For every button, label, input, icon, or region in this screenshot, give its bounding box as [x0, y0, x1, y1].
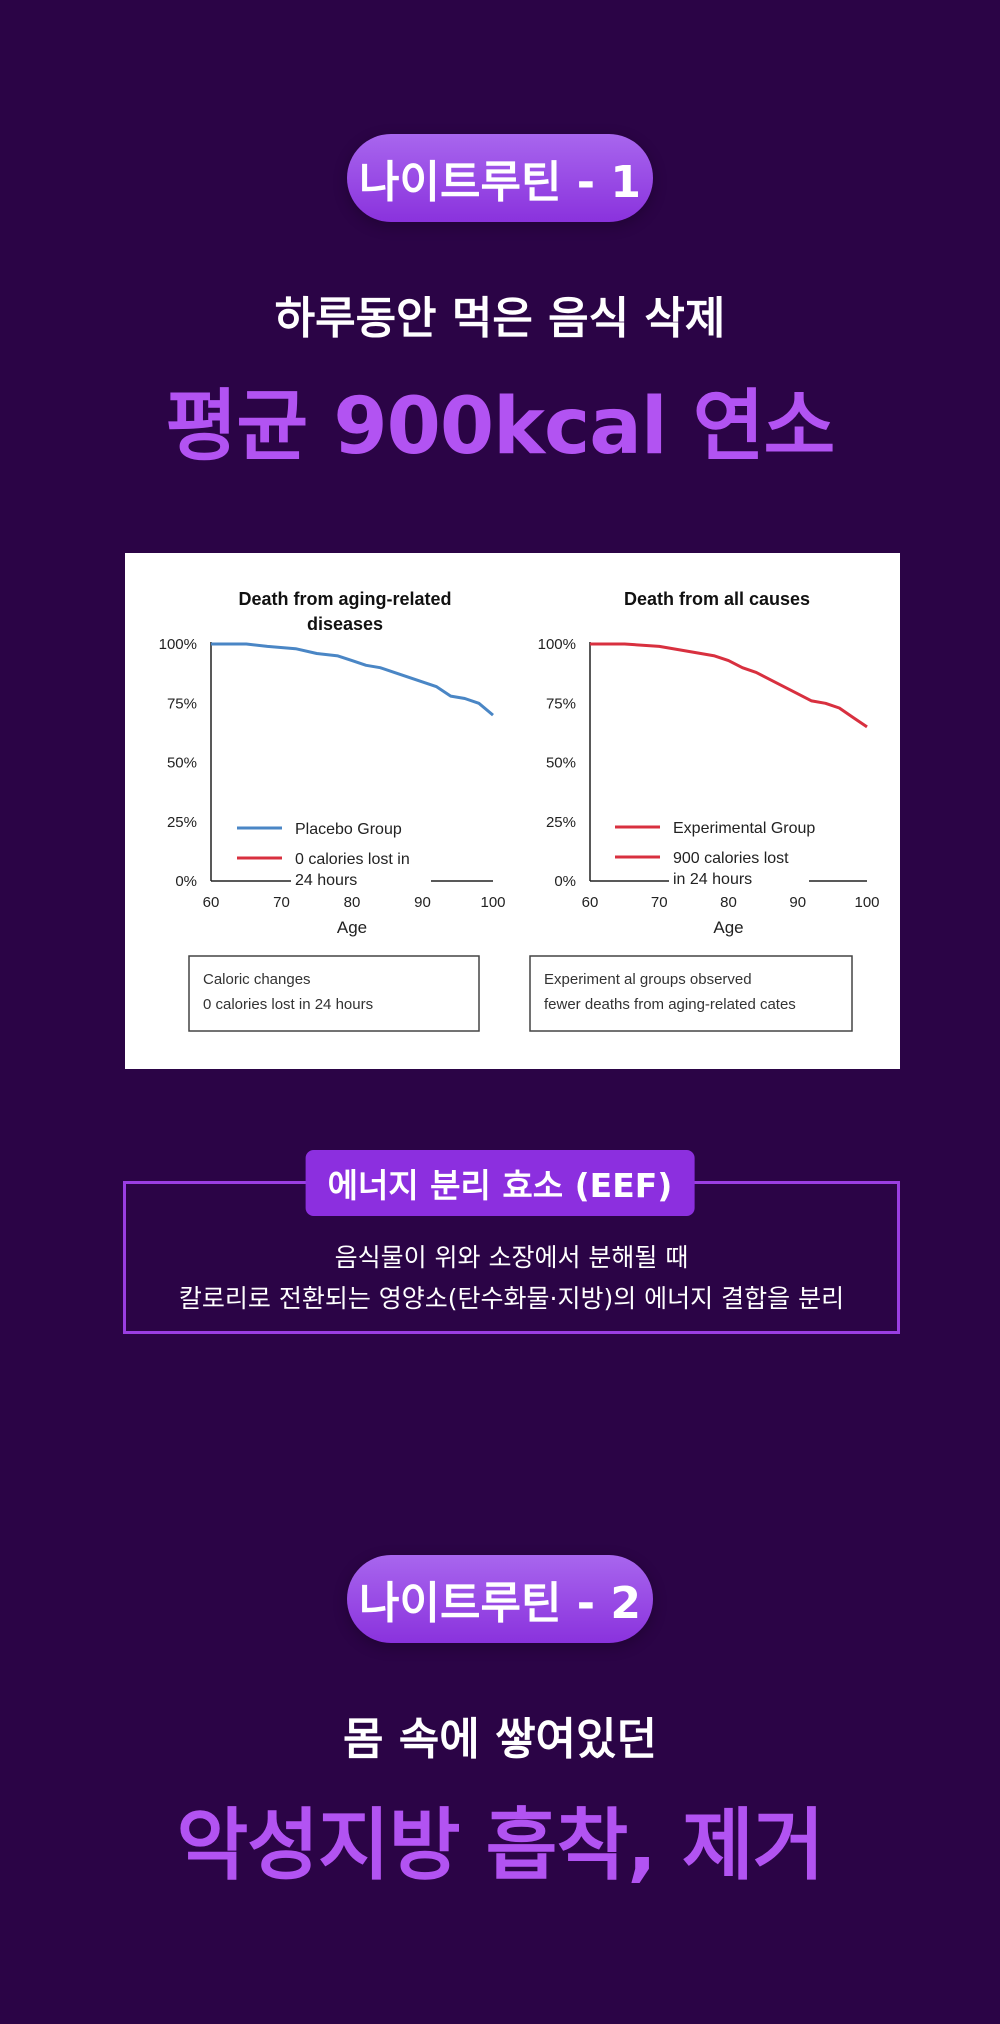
x-tick-label: 90 — [414, 894, 431, 911]
legend-label: 900 calories lost — [673, 850, 789, 867]
legend-label: 24 hours — [295, 872, 357, 889]
eef-label: 에너지 분리 효소 (EEF) — [305, 1150, 695, 1216]
eef-description-line-1: 음식물이 위와 소장에서 분해될 때 — [334, 1243, 689, 1272]
x-tick-label: 60 — [203, 894, 220, 911]
y-tick-label: 0% — [175, 873, 197, 890]
note-line: 0 calories lost in 24 hours — [203, 996, 373, 1013]
section1-badge: 나이트루틴 - 1 — [347, 134, 653, 222]
section2-subtitle: 몸 속에 쌓여있던 — [343, 1714, 657, 1765]
y-tick-label: 100% — [538, 636, 576, 653]
chart-card: Death from aging-related diseases 0% 25% 50%… — [125, 553, 900, 1069]
chart-title-line: diseases — [307, 614, 383, 634]
x-tick-label: 70 — [273, 894, 290, 911]
note-box — [188, 955, 480, 1032]
x-tick-label: 60 — [582, 894, 599, 911]
y-tick-label: 50% — [167, 755, 197, 772]
legend-label: 0 calories lost in — [295, 851, 410, 868]
y-tick-label: 25% — [546, 814, 576, 831]
legend-backdrop — [291, 846, 431, 892]
section2-badge: 나이트루틴 - 2 — [347, 1555, 653, 1643]
legend-label: Experimental Group — [673, 820, 815, 837]
chart-title-line: Death from aging-related — [238, 589, 451, 609]
note-box — [529, 955, 853, 1032]
y-tick-label: 75% — [546, 695, 576, 712]
eef-description-line-2: 칼로리로 전환되는 영양소(탄수화물·지방)의 에너지 결합을 분리 — [178, 1284, 845, 1313]
x-tick-label: 100 — [854, 894, 879, 911]
y-tick-label: 25% — [167, 814, 197, 831]
x-axis-title: Age — [337, 918, 367, 937]
x-tick-label: 80 — [720, 894, 737, 911]
note-line: Caloric changes — [203, 971, 311, 988]
note-line: fewer deaths from aging-related cates — [544, 996, 796, 1013]
series-line — [211, 642, 494, 717]
charts-figure: Death from aging-related diseases 0% 25% 50%… — [159, 589, 880, 1032]
x-tick-label: 100 — [480, 894, 505, 911]
y-tick-label: 75% — [167, 695, 197, 712]
x-tick-label: 80 — [344, 894, 361, 911]
legend-backdrop — [669, 845, 809, 891]
y-tick-label: 50% — [546, 755, 576, 772]
x-axis-title: Age — [713, 918, 743, 937]
section1-headline: 평균 900kcal 연소 — [165, 382, 836, 472]
x-tick-label: 70 — [651, 894, 668, 911]
legend-label: in 24 hours — [673, 871, 752, 888]
y-tick-label: 100% — [159, 636, 197, 653]
section1-subtitle: 하루동안 먹은 음식 삭제 — [274, 293, 726, 344]
series-line — [590, 642, 868, 729]
chart-title-line: Death from all causes — [624, 589, 810, 609]
x-tick-label: 90 — [789, 894, 806, 911]
note-line: Experiment al groups observed — [544, 971, 752, 988]
legend-label: Placebo Group — [295, 821, 402, 838]
y-tick-label: 0% — [554, 873, 576, 890]
section2-headline: 악성지방 흡착, 제거 — [176, 1801, 824, 1891]
